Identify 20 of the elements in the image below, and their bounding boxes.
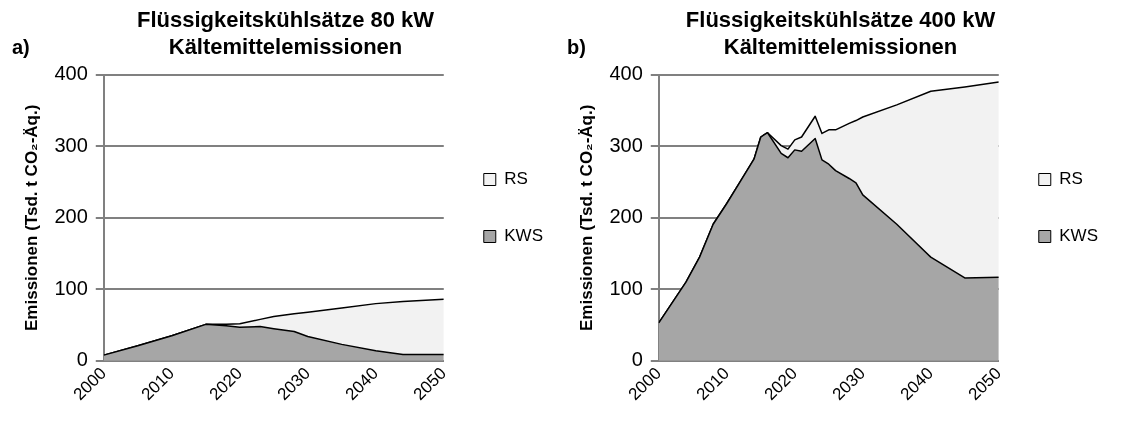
chart-title: Flüssigkeitskühlsätze 400 kW Kältemittelemissionen xyxy=(685,7,996,59)
y-tick-label: 400 xyxy=(609,62,643,85)
y-tick-label: 300 xyxy=(54,133,88,156)
legend-label: RS xyxy=(1059,169,1083,189)
chart-title: Flüssigkeitskühlsätze 80 kW Kältemittelemissionen xyxy=(136,7,435,59)
y-tick-label: 300 xyxy=(609,133,643,156)
y-tick-label: 200 xyxy=(609,205,643,228)
y-tick-label: 100 xyxy=(54,276,88,299)
text: a) xyxy=(12,35,30,58)
legend-label: KWS xyxy=(1059,226,1099,246)
legend-label: RS xyxy=(504,169,528,189)
text: b) xyxy=(567,35,586,58)
y-tick-label: 100 xyxy=(609,276,643,299)
y-tick-label: 0 xyxy=(76,348,88,371)
y-axis-title: Emissionen (Tsd. t CO₂-Äq.) xyxy=(576,104,596,331)
y-tick-label: 400 xyxy=(54,62,88,85)
y-tick-label: 0 xyxy=(631,348,643,371)
legend-label: KWS xyxy=(504,226,544,246)
y-tick-label: 200 xyxy=(54,205,88,228)
y-axis-title: Emissionen (Tsd. t CO₂-Äq.) xyxy=(21,104,41,331)
